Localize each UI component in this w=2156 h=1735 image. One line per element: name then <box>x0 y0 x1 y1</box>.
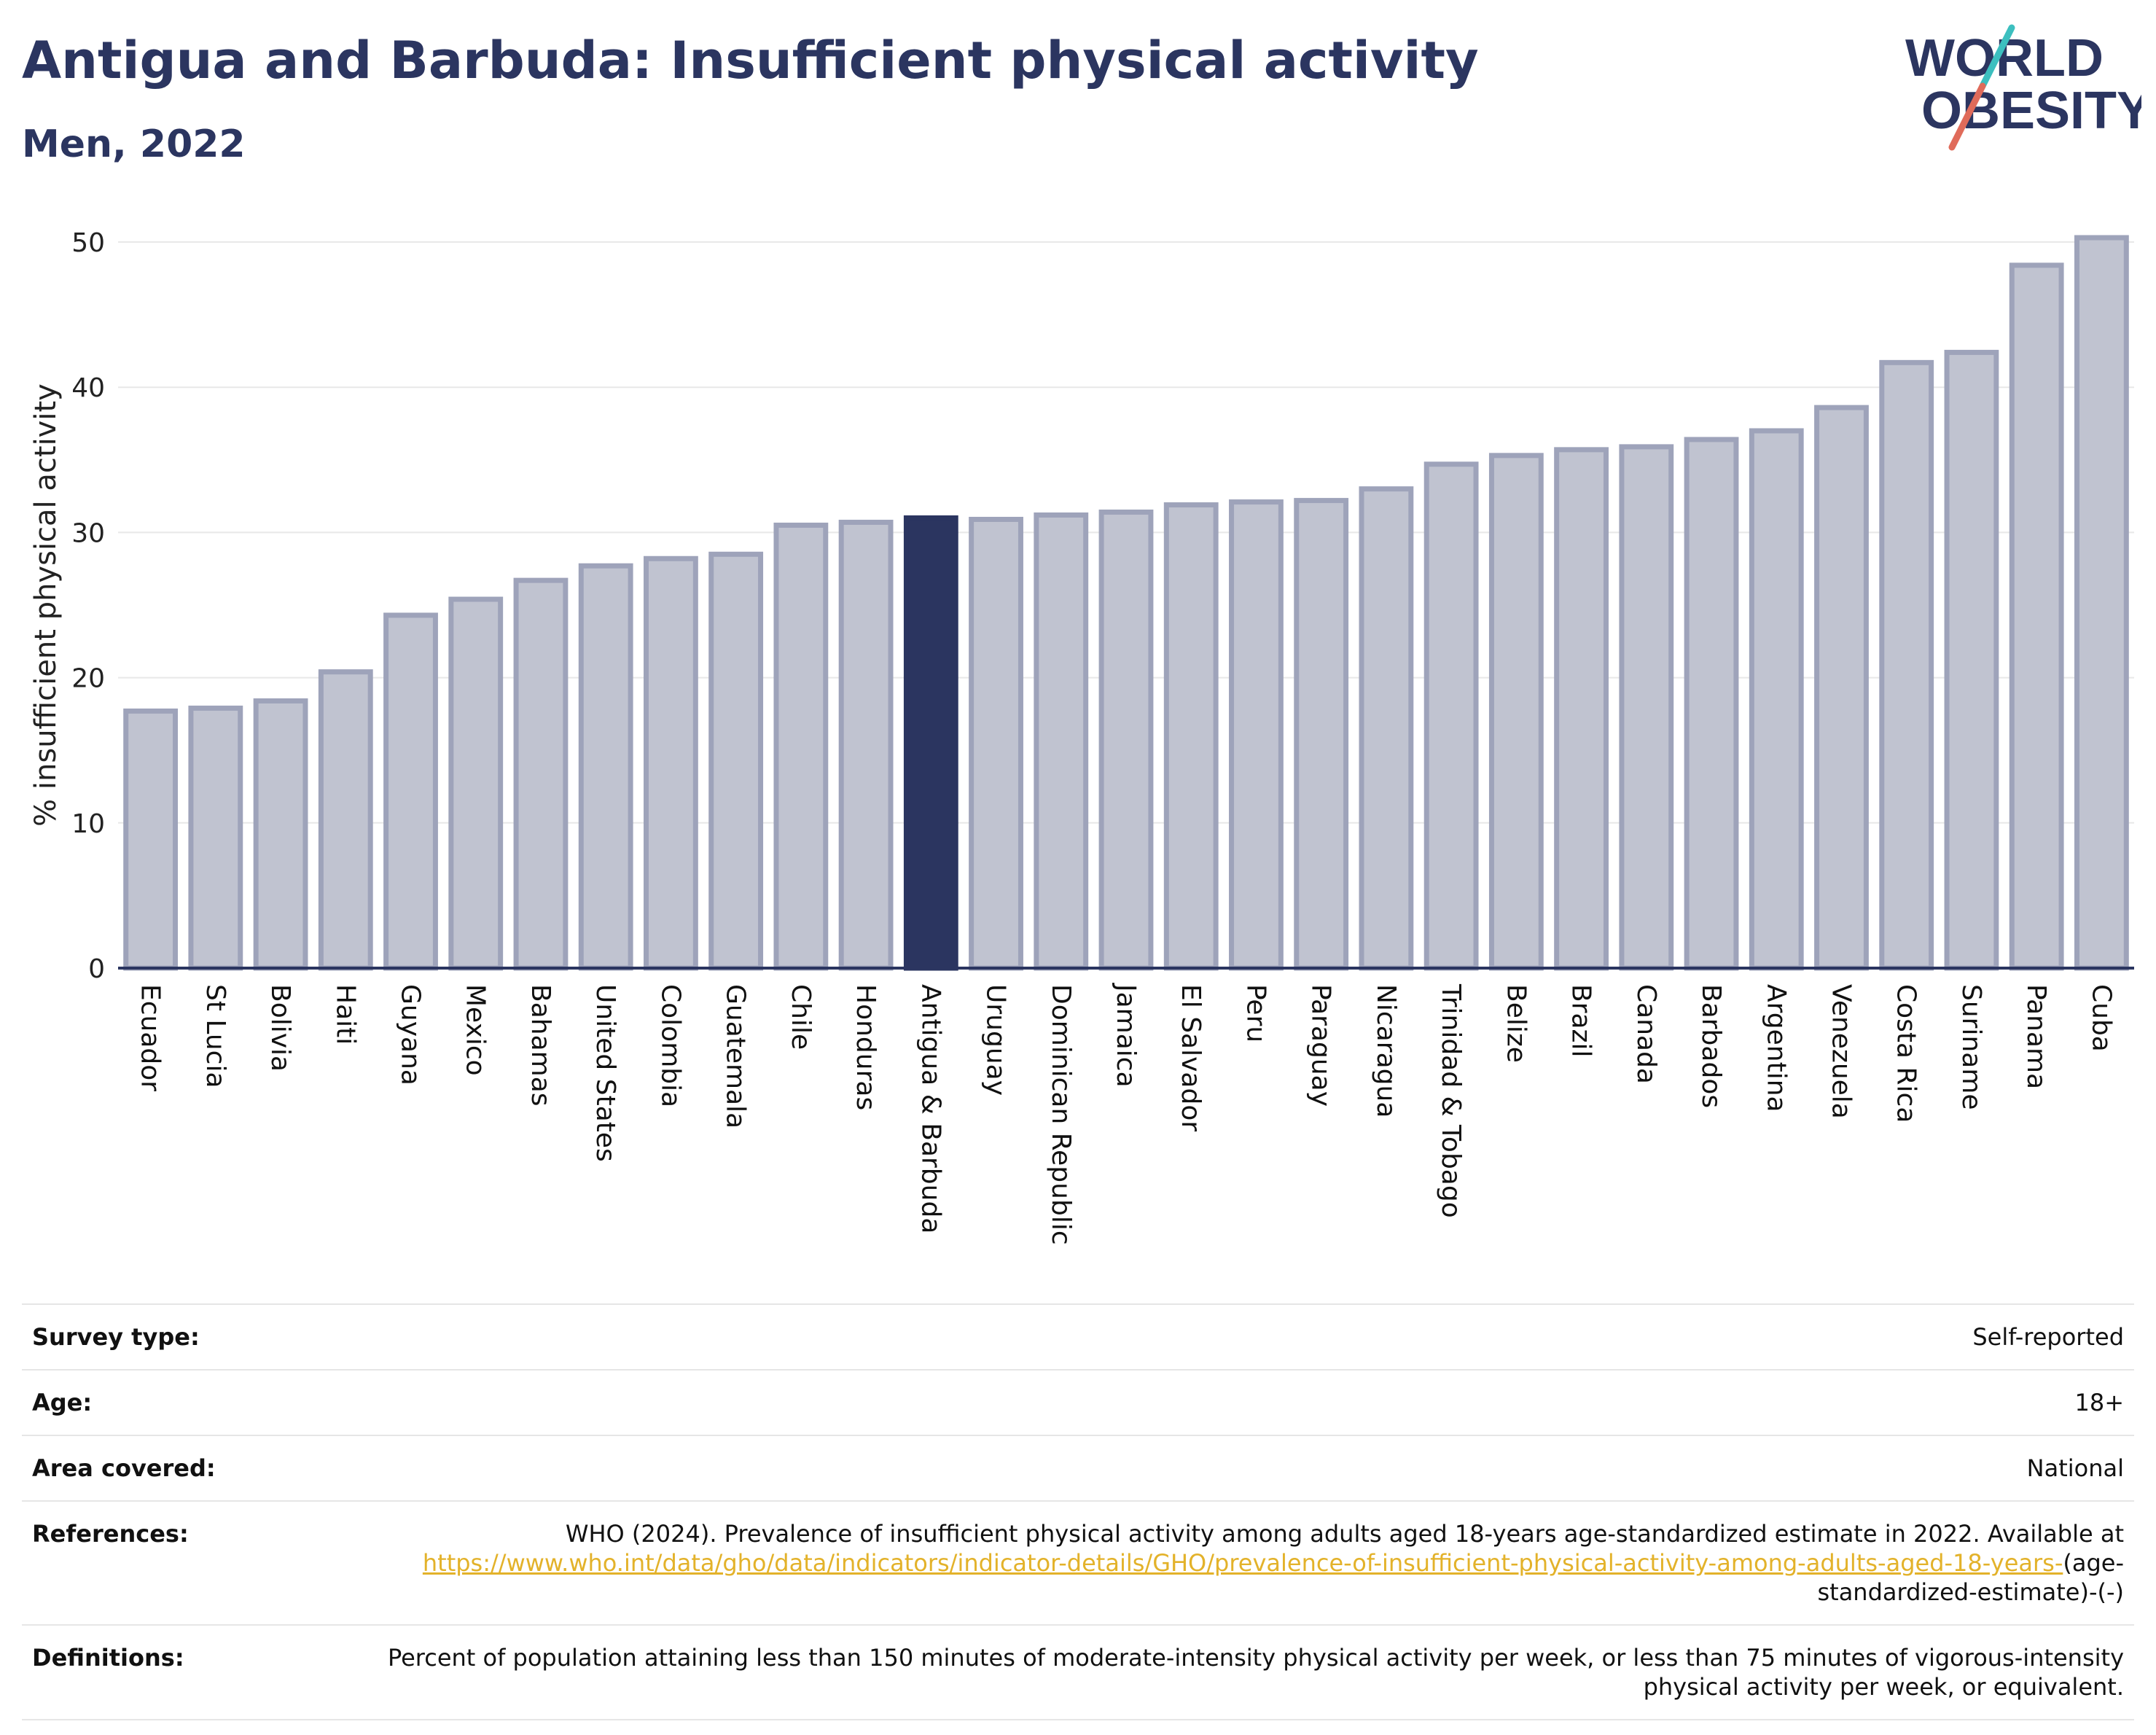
y-axis-label: % insufficient physical activity <box>29 383 63 827</box>
meta-value: 18+ <box>2074 1389 2124 1416</box>
chart-title: Antigua and Barbuda: Insufficient physic… <box>22 31 1479 90</box>
x-tick-label: Honduras <box>851 984 880 1110</box>
reference-suffix: (age-standardized-estimate)-(-) <box>1817 1549 2124 1606</box>
bar <box>773 522 829 971</box>
y-tick-label: 50 <box>71 228 105 258</box>
x-tick-label: Jamaica <box>1111 983 1141 1088</box>
bar <box>1684 437 1739 971</box>
x-tick-label: Costa Rica <box>1891 984 1921 1123</box>
bar <box>1098 510 1154 971</box>
meta-value: National <box>2026 1454 2124 1482</box>
bar <box>708 551 764 971</box>
bar <box>123 708 179 971</box>
x-tick-label: Ecuador <box>136 984 165 1091</box>
reference-link[interactable]: https://www.who.int/data/gho/data/indica… <box>422 1549 2063 1577</box>
bar <box>448 596 504 971</box>
logo-slash-teal <box>1979 24 2015 90</box>
x-tick-label: Suriname <box>1956 984 1986 1110</box>
meta-label: Area covered: <box>32 1454 216 1482</box>
meta-row-references: References: WHO (2024). Prevalence of in… <box>22 1500 2134 1624</box>
axes: 0 10 20 30 40 50 % insufficient physical activ… <box>29 228 2134 1245</box>
bar <box>838 519 894 971</box>
y-tick-label: 0 <box>88 954 105 984</box>
x-tick-label: Brazil <box>1566 984 1596 1057</box>
x-tick-label: Chile <box>786 984 816 1050</box>
x-tick-label: Barbados <box>1696 984 1726 1108</box>
meta-label: Survey type: <box>32 1323 200 1351</box>
x-tick-label: United States <box>590 984 620 1162</box>
bar <box>1229 499 1284 971</box>
x-tick-label: Cuba <box>2086 984 2116 1052</box>
bar <box>2009 262 2064 971</box>
x-tick-label: Antigua & Barbuda <box>915 984 945 1233</box>
x-tick-label: Belize <box>1501 984 1531 1063</box>
bar <box>1163 502 1219 971</box>
bar <box>1034 512 1089 971</box>
bar <box>1294 498 1349 971</box>
reference-text: WHO (2024). Prevalence of insufficient p… <box>565 1520 2124 1548</box>
bar <box>644 555 698 971</box>
bar <box>578 563 633 971</box>
bar <box>1619 444 1674 971</box>
x-tick-label: Dominican Republic <box>1046 984 1076 1245</box>
bar <box>1749 428 1804 971</box>
meta-value-references: WHO (2024). Prevalence of insufficient p… <box>309 1519 2124 1607</box>
x-tick-label: Haiti <box>330 984 360 1045</box>
y-tick-label: 10 <box>71 809 105 839</box>
x-tick-label: Peru <box>1241 984 1270 1042</box>
meta-label: Age: <box>32 1389 93 1416</box>
bar <box>2074 235 2129 971</box>
bar <box>1488 453 1544 971</box>
x-tick-label: Bahamas <box>526 984 555 1107</box>
bar-chart: 0 10 20 30 40 50 % insufficient physical activ… <box>29 228 2134 1245</box>
meta-row-definitions: Definitions: Percent of population attai… <box>22 1624 2134 1720</box>
x-tick-label: Uruguay <box>981 984 1011 1096</box>
y-tick-label: 20 <box>71 664 105 694</box>
x-tick-label: Guatemala <box>721 984 751 1128</box>
bar-highlighted <box>903 515 958 971</box>
meta-label: References: <box>32 1520 189 1548</box>
x-tick-label: Argentina <box>1761 984 1791 1112</box>
x-tick-label: Nicaragua <box>1371 984 1401 1118</box>
bar <box>1879 359 1934 971</box>
x-tick-label: Venezuela <box>1826 984 1856 1119</box>
logo-slash-red <box>1948 82 1986 151</box>
x-tick-label: Canada <box>1631 984 1661 1084</box>
meta-row-age: Age: 18+ <box>22 1369 2134 1435</box>
x-tick-label: Paraguay <box>1306 984 1336 1107</box>
meta-row-area: Area covered: National <box>22 1435 2134 1500</box>
x-tick-label: El Salvador <box>1176 984 1206 1131</box>
bar <box>318 669 373 971</box>
meta-label: Definitions: <box>32 1644 184 1672</box>
bar <box>1554 447 1609 971</box>
bar <box>1359 486 1414 971</box>
bar <box>969 516 1023 971</box>
x-tick-label: Trinidad & Tobago <box>1436 983 1466 1218</box>
bar <box>383 612 438 971</box>
x-tick-label: Panama <box>2021 984 2051 1089</box>
x-tick-label: Colombia <box>655 984 685 1107</box>
bars <box>123 235 2129 971</box>
bar <box>1814 405 1869 971</box>
metadata-table: Survey type: Self-reported Age: 18+ Area… <box>22 1303 2134 1720</box>
y-tick-label: 40 <box>71 373 105 403</box>
meta-row-survey-type: Survey type: Self-reported <box>22 1303 2134 1369</box>
y-tick-label: 30 <box>71 518 105 548</box>
x-tick-label: St Lucia <box>200 984 230 1088</box>
chart-subtitle: Men, 2022 <box>22 122 246 166</box>
world-obesity-logo: WORLD OBESITY <box>1905 24 2141 151</box>
bar <box>513 577 569 971</box>
meta-value: Percent of population attaining less tha… <box>387 1644 2124 1701</box>
bar <box>1423 461 1479 971</box>
bar <box>188 705 243 971</box>
x-tick-label: Guyana <box>396 984 426 1085</box>
meta-value: Self-reported <box>1972 1323 2124 1351</box>
bar <box>253 698 308 971</box>
x-tick-label: Bolivia <box>265 984 295 1072</box>
x-tick-label: Mexico <box>461 984 491 1076</box>
bar <box>1944 349 1999 971</box>
